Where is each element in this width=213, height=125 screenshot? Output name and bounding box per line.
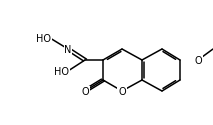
Text: O: O <box>118 87 126 97</box>
Text: HO: HO <box>36 34 51 44</box>
Text: O: O <box>81 87 89 97</box>
Text: N: N <box>64 45 72 55</box>
Text: O: O <box>194 56 202 66</box>
Text: HO: HO <box>54 67 69 77</box>
